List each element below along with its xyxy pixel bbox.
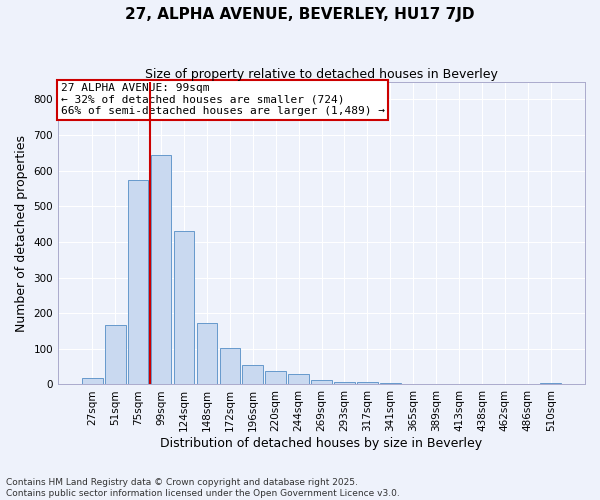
Bar xyxy=(220,348,240,385)
Text: 27, ALPHA AVENUE, BEVERLEY, HU17 7JD: 27, ALPHA AVENUE, BEVERLEY, HU17 7JD xyxy=(125,8,475,22)
Bar xyxy=(311,380,332,384)
Text: Contains HM Land Registry data © Crown copyright and database right 2025.
Contai: Contains HM Land Registry data © Crown c… xyxy=(6,478,400,498)
Bar xyxy=(151,154,172,384)
Bar xyxy=(128,180,148,384)
Bar xyxy=(242,365,263,384)
Bar xyxy=(541,383,561,384)
Bar xyxy=(82,378,103,384)
Bar xyxy=(105,324,125,384)
Title: Size of property relative to detached houses in Beverley: Size of property relative to detached ho… xyxy=(145,68,498,80)
Bar xyxy=(380,383,401,384)
Bar xyxy=(334,382,355,384)
X-axis label: Distribution of detached houses by size in Beverley: Distribution of detached houses by size … xyxy=(160,437,482,450)
Text: 27 ALPHA AVENUE: 99sqm
← 32% of detached houses are smaller (724)
66% of semi-de: 27 ALPHA AVENUE: 99sqm ← 32% of detached… xyxy=(61,83,385,116)
Bar xyxy=(197,323,217,384)
Bar xyxy=(173,232,194,384)
Bar xyxy=(357,382,377,384)
Bar xyxy=(288,374,309,384)
Bar xyxy=(265,371,286,384)
Y-axis label: Number of detached properties: Number of detached properties xyxy=(15,134,28,332)
